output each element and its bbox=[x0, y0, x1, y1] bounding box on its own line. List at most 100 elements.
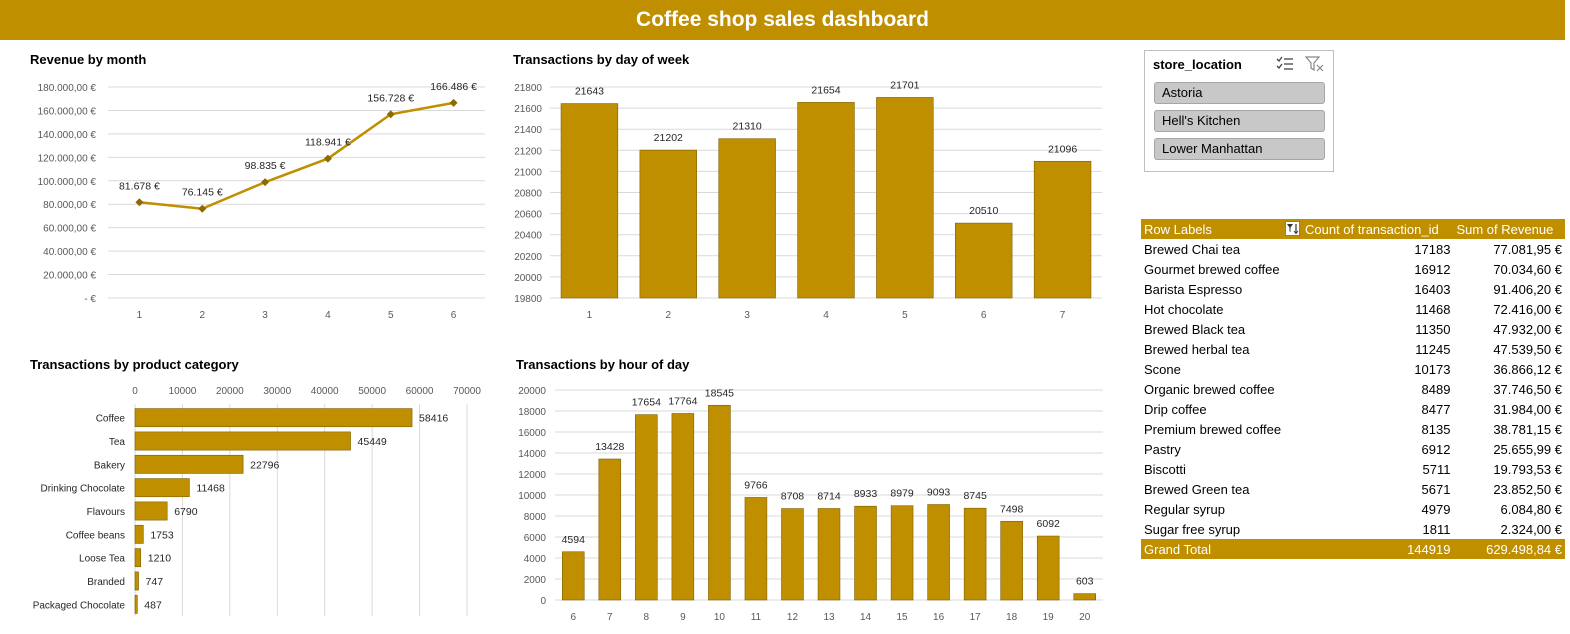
y-tick-label: Flavours bbox=[87, 507, 125, 518]
revenue-sum: 19.793,53 € bbox=[1493, 461, 1562, 477]
row-label: Gourmet brewed coffee bbox=[1144, 261, 1280, 277]
store-location-slicer[interactable]: store_location Astoria Hell's Kitchen Lo… bbox=[1144, 50, 1334, 172]
slicer-title: store_location bbox=[1153, 57, 1242, 72]
y-tick-label: 160.000,00 € bbox=[38, 106, 97, 117]
table-row[interactable]: Brewed Black tea 11350 47.932,00 € bbox=[1141, 319, 1565, 339]
data-label: 7498 bbox=[1000, 503, 1024, 515]
y-tick-label: 20400 bbox=[514, 231, 542, 242]
data-point bbox=[198, 204, 207, 213]
grand-total-revenue: 629.498,84 € bbox=[1453, 539, 1565, 559]
y-tick-label: Drinking Chocolate bbox=[41, 484, 126, 495]
table-row[interactable]: Brewed Chai tea 17183 77.081,95 € bbox=[1141, 239, 1565, 259]
transaction-count: 17183 bbox=[1414, 241, 1451, 257]
transaction-count: 6912 bbox=[1421, 441, 1451, 457]
bar bbox=[1036, 535, 1060, 601]
transactions-by-day-chart[interactable]: Transactions by day of week 19800 20000 202… bbox=[500, 44, 1115, 334]
data-label: 747 bbox=[146, 576, 164, 588]
multi-select-icon[interactable] bbox=[1275, 55, 1295, 78]
table-row[interactable]: Sugar free syrup 1811 2.324,00 € bbox=[1141, 519, 1565, 539]
slicer-item-hells-kitchen[interactable]: Hell's Kitchen bbox=[1154, 110, 1325, 132]
table-row[interactable]: Premium brewed coffee 8135 38.781,15 € bbox=[1141, 419, 1565, 439]
data-label: 76.145 € bbox=[182, 187, 223, 199]
revenue-by-month-chart[interactable]: Revenue by month - € 20.000,00 € 40.000,00 … bbox=[0, 44, 495, 334]
grand-total-label: Grand Total bbox=[1141, 539, 1302, 559]
table-row[interactable]: Drip coffee 8477 31.984,00 € bbox=[1141, 399, 1565, 419]
table-row[interactable]: Brewed herbal tea 11245 47.539,50 € bbox=[1141, 339, 1565, 359]
y-tick-label: 16000 bbox=[518, 428, 546, 439]
data-label: 22796 bbox=[250, 459, 279, 471]
data-point bbox=[261, 178, 270, 187]
table-row[interactable]: Hot chocolate 11468 72.416,00 € bbox=[1141, 299, 1565, 319]
x-tick-label: 8 bbox=[644, 612, 650, 623]
transaction-count: 1811 bbox=[1422, 521, 1451, 537]
transaction-count: 8489 bbox=[1421, 381, 1451, 397]
table-row[interactable]: Pastry 6912 25.655,99 € bbox=[1141, 439, 1565, 459]
data-label: 11468 bbox=[196, 483, 225, 495]
table-row[interactable]: Scone 10173 36.866,12 € bbox=[1141, 359, 1565, 379]
data-label: 9093 bbox=[927, 487, 951, 499]
y-tick-label: 6000 bbox=[524, 533, 547, 544]
x-tick-label: 1 bbox=[587, 310, 593, 321]
row-label: Premium brewed coffee bbox=[1144, 421, 1282, 437]
data-label: 45449 bbox=[358, 436, 387, 448]
y-tick-label: 10000 bbox=[518, 491, 546, 502]
bar bbox=[635, 414, 658, 601]
table-row[interactable]: Regular syrup 4979 6.084,80 € bbox=[1141, 499, 1565, 519]
transactions-by-category-chart[interactable]: Transactions by product category 0 10000 20… bbox=[0, 348, 495, 628]
data-point bbox=[323, 154, 332, 163]
slicer-item-astoria[interactable]: Astoria bbox=[1154, 82, 1325, 104]
data-label: 118.941 € bbox=[305, 137, 351, 149]
table-row[interactable]: Organic brewed coffee 8489 37.746,50 € bbox=[1141, 379, 1565, 399]
bar bbox=[134, 478, 190, 498]
data-label: 20510 bbox=[969, 205, 998, 217]
table-row[interactable]: Barista Espresso 16403 91.406,20 € bbox=[1141, 279, 1565, 299]
data-label: 18545 bbox=[705, 387, 734, 399]
y-tick-label: Coffee beans bbox=[66, 530, 125, 541]
table-row[interactable]: Brewed Green tea 5671 23.852,50 € bbox=[1141, 479, 1565, 499]
x-tick-label: 4 bbox=[823, 310, 829, 321]
table-row[interactable]: Gourmet brewed coffee 16912 70.034,60 € bbox=[1141, 259, 1565, 279]
data-label: 156.728 € bbox=[367, 92, 414, 104]
y-tick-label: Tea bbox=[109, 437, 126, 448]
x-tick-label: 30000 bbox=[263, 386, 291, 397]
pivot-header-count: Count of transaction_id bbox=[1302, 219, 1454, 239]
x-tick-label: 5 bbox=[388, 310, 394, 321]
y-tick-label: Bakery bbox=[94, 460, 125, 471]
revenue-sum: 2.324,00 € bbox=[1500, 521, 1562, 537]
bar bbox=[562, 551, 585, 601]
x-tick-label: 60000 bbox=[406, 386, 434, 397]
y-tick-label: 80.000,00 € bbox=[43, 200, 96, 211]
bar bbox=[598, 458, 622, 601]
grand-total-row: Grand Total 144919 629.498,84 € bbox=[1141, 539, 1565, 559]
y-tick-label: 20600 bbox=[514, 210, 542, 221]
pivot-table: Row Labels Count of transaction_id Sum o… bbox=[1141, 219, 1565, 559]
slicer-item-lower-manhattan[interactable]: Lower Manhattan bbox=[1154, 138, 1325, 160]
revenue-sum: 38.781,15 € bbox=[1493, 421, 1562, 437]
bar bbox=[671, 413, 695, 601]
x-tick-label: 19 bbox=[1043, 612, 1055, 623]
x-tick-label: 7 bbox=[1060, 310, 1066, 321]
data-label: 487 bbox=[144, 599, 162, 611]
transactions-by-hour-chart[interactable]: Transactions by hour of day 0 2000 4000 6000… bbox=[500, 348, 1115, 628]
pivot-header-row-labels: Row Labels bbox=[1141, 219, 1302, 239]
revenue-sum: 25.655,99 € bbox=[1493, 441, 1562, 457]
data-label: 21310 bbox=[733, 121, 762, 133]
x-tick-label: 2 bbox=[666, 310, 672, 321]
bar bbox=[134, 501, 168, 521]
y-tick-label: 19800 bbox=[514, 294, 542, 305]
y-tick-label: 60.000,00 € bbox=[43, 224, 96, 235]
clear-filter-icon[interactable] bbox=[1304, 55, 1325, 78]
y-tick-label: 180.000,00 € bbox=[38, 83, 97, 94]
transaction-count: 8477 bbox=[1421, 401, 1451, 417]
bar bbox=[876, 97, 934, 299]
pivot-header-revenue: Sum of Revenue bbox=[1453, 219, 1565, 239]
table-row[interactable]: Biscotti 5711 19.793,53 € bbox=[1141, 459, 1565, 479]
bar bbox=[639, 149, 697, 299]
transaction-count: 10173 bbox=[1414, 361, 1451, 377]
transaction-count: 11350 bbox=[1415, 321, 1451, 337]
data-label: 8745 bbox=[963, 490, 987, 502]
row-filter-icon[interactable] bbox=[1285, 221, 1300, 236]
row-label: Hot chocolate bbox=[1144, 301, 1224, 317]
row-label: Brewed herbal tea bbox=[1144, 341, 1250, 357]
revenue-sum: 70.034,60 € bbox=[1493, 261, 1562, 277]
